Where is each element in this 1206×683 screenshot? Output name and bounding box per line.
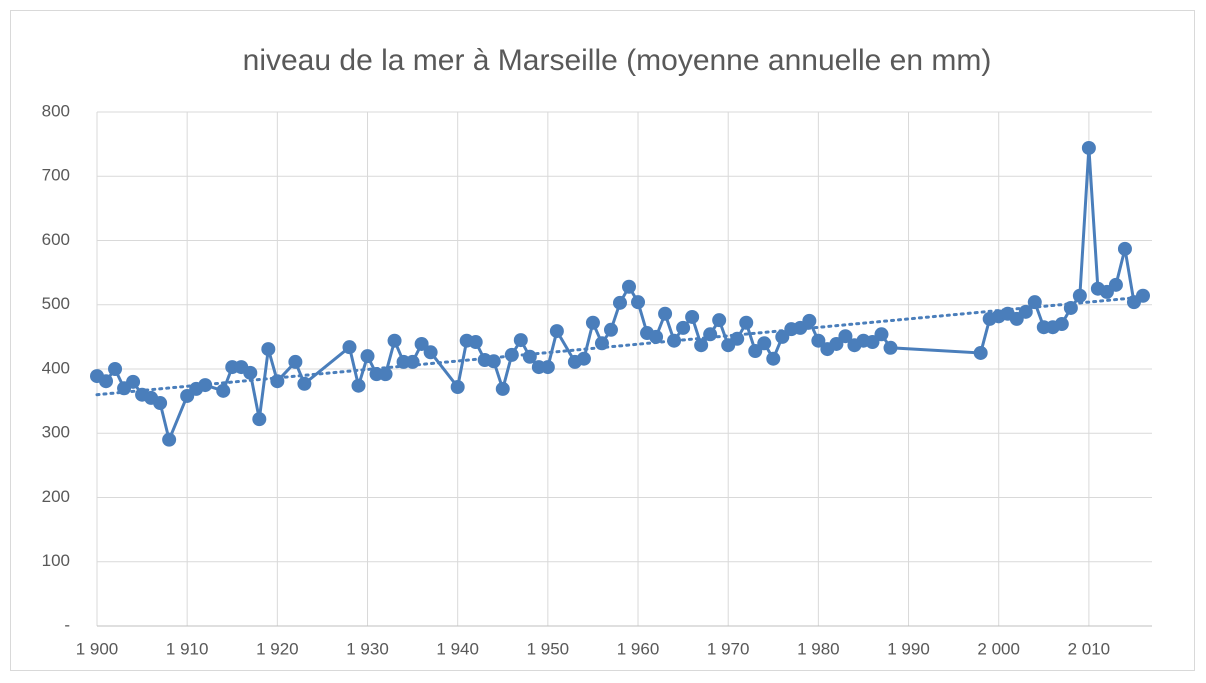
- data-point: [414, 336, 429, 351]
- data-point: [243, 365, 258, 380]
- y-tick-label: 800: [42, 101, 70, 120]
- data-point: [603, 322, 618, 337]
- data-point: [1063, 300, 1078, 315]
- y-tick-label: 200: [42, 487, 70, 506]
- data-point: [252, 412, 267, 427]
- data-point: [513, 333, 528, 348]
- x-tick-label: 1 920: [256, 639, 299, 658]
- y-tick-label: 700: [42, 166, 70, 185]
- data-point: [838, 329, 853, 344]
- y-tick-label: 600: [42, 230, 70, 249]
- data-point: [883, 340, 898, 355]
- data-point: [198, 378, 213, 393]
- data-point: [126, 374, 141, 389]
- data-point: [1135, 288, 1150, 303]
- data-point: [162, 432, 177, 447]
- y-tick-label: 400: [42, 358, 70, 377]
- data-point: [585, 315, 600, 330]
- data-point: [1081, 140, 1096, 155]
- x-tick-label: 1 990: [887, 639, 930, 658]
- data-point: [802, 313, 817, 328]
- data-point: [378, 367, 393, 382]
- data-point: [504, 347, 519, 362]
- data-point: [1108, 277, 1123, 292]
- data-point: [486, 354, 501, 369]
- data-point: [811, 333, 826, 348]
- data-point: [351, 378, 366, 393]
- y-tick-label: 100: [42, 551, 70, 570]
- x-tick-label: 2 010: [1068, 639, 1111, 658]
- x-tick-label: 1 950: [527, 639, 570, 658]
- data-point: [612, 295, 627, 310]
- data-point: [730, 331, 745, 346]
- data-point: [108, 362, 123, 376]
- x-tick-label: 2 000: [977, 639, 1020, 658]
- data-point: [694, 338, 709, 353]
- data-point: [676, 320, 691, 335]
- data-point: [1072, 288, 1087, 303]
- data-point: [685, 309, 700, 324]
- data-point: [594, 336, 609, 351]
- x-tick-label: 1 910: [166, 639, 209, 658]
- data-point: [631, 295, 646, 310]
- data-point: [495, 381, 510, 396]
- data-point: [297, 376, 312, 391]
- data-point: [270, 374, 285, 389]
- data-point: [153, 396, 168, 411]
- y-tick-label: 300: [42, 423, 70, 442]
- y-tick-label: 500: [42, 294, 70, 313]
- data-point: [1054, 317, 1069, 332]
- data-point: [261, 342, 276, 357]
- data-point: [288, 354, 303, 369]
- data-point: [405, 354, 420, 369]
- data-point: [766, 351, 781, 366]
- data-point: [1018, 304, 1033, 319]
- data-point: [342, 340, 357, 355]
- data-point: [549, 324, 564, 339]
- data-point: [576, 351, 591, 366]
- data-point: [712, 313, 727, 328]
- data-point: [874, 327, 889, 342]
- data-point: [468, 335, 483, 350]
- data-point: [973, 345, 988, 360]
- data-point: [99, 374, 114, 389]
- data-point: [360, 349, 375, 364]
- data-point: [1117, 241, 1132, 256]
- x-tick-label: 1 930: [346, 639, 389, 658]
- x-tick-label: 1 900: [76, 639, 119, 658]
- x-tick-label: 1 970: [707, 639, 750, 658]
- data-point: [216, 383, 231, 398]
- chart-title: niveau de la mer à Marseille (moyenne an…: [243, 44, 992, 77]
- data-point: [450, 379, 465, 394]
- data-point: [649, 329, 664, 344]
- data-point: [739, 315, 754, 330]
- data-point: [622, 279, 637, 294]
- data-point: [540, 360, 555, 375]
- data-point: [658, 306, 673, 321]
- x-tick-label: 1 960: [617, 639, 660, 658]
- x-tick-label: 1 940: [436, 639, 479, 658]
- x-tick-label: 1 980: [797, 639, 840, 658]
- data-point: [667, 333, 682, 348]
- data-point: [1027, 295, 1042, 310]
- y-tick-label: -: [64, 615, 70, 634]
- data-point: [522, 349, 537, 364]
- data-point: [703, 327, 718, 342]
- data-point: [423, 345, 438, 360]
- data-point: [387, 333, 402, 348]
- data-point: [757, 336, 772, 351]
